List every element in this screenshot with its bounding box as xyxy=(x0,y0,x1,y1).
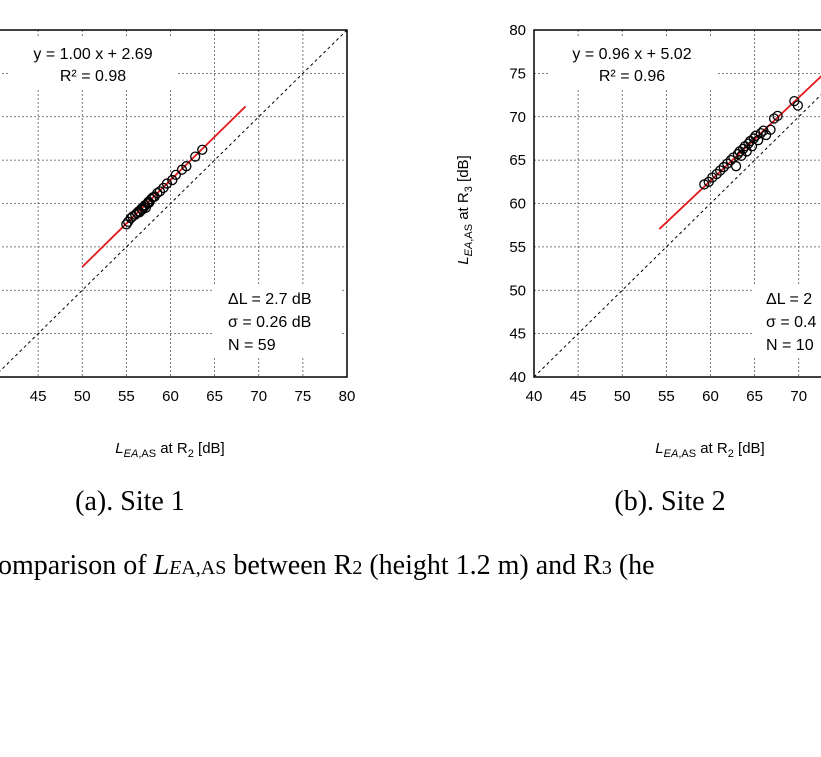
subtitle-site-1: (a). Site 1 xyxy=(75,486,185,517)
x-tick-label: 65 xyxy=(746,388,763,405)
x-tick-label: 80 xyxy=(339,388,356,405)
data-point xyxy=(768,113,780,124)
identity-line-site-1 xyxy=(0,30,347,372)
y-tick-label: 60 xyxy=(509,196,526,213)
figure-caption: omparison of LEA,AS between R2 (height 1… xyxy=(0,550,655,581)
x-axis-label-site-2: LEA,AS at R2 [dB] xyxy=(655,440,764,460)
r2-site-2: R² = 0.96 xyxy=(599,68,665,85)
x-tick-label: 45 xyxy=(570,388,587,405)
n-site-1: N = 59 xyxy=(228,337,276,354)
data-point xyxy=(711,168,722,180)
data-point xyxy=(190,151,201,162)
data-point xyxy=(753,135,764,146)
stats-box-site-2 xyxy=(752,284,821,358)
x-tick-label: 55 xyxy=(118,388,135,405)
x-tick-label: 50 xyxy=(74,388,91,405)
x-tick-label: 60 xyxy=(702,388,719,405)
plot-frame-site-2 xyxy=(533,29,821,378)
x-tick-label: 55 xyxy=(658,388,675,405)
delta-l-site-1: ΔL = 2.7 dB xyxy=(228,291,311,308)
data-point xyxy=(161,178,173,189)
x-tick-label: 60 xyxy=(162,388,179,405)
panel-site-2: 40 45 50 55 60 65 70 40 45 50 55 60 65 70 75 80 y = 0.… xyxy=(455,22,821,517)
subtitle-site-2: (b). Site 2 xyxy=(614,486,725,517)
data-point xyxy=(154,186,166,197)
sigma-site-1: σ = 0.26 dB xyxy=(228,314,311,331)
x-tick-label: 75 xyxy=(295,388,312,405)
y-ticks-site-2: 40 45 50 55 60 65 70 75 80 xyxy=(509,22,526,386)
x-tick-label: 70 xyxy=(250,388,267,405)
y-tick-label: 65 xyxy=(509,152,526,169)
data-point xyxy=(745,135,756,147)
data-point xyxy=(715,165,726,176)
data-point xyxy=(167,174,178,186)
plot-frame-site-1 xyxy=(0,29,348,378)
x-tick-label: 45 xyxy=(30,388,47,405)
n-site-2: N = 10 xyxy=(766,337,814,354)
data-point xyxy=(725,154,736,166)
data-point xyxy=(748,133,759,144)
y-tick-label: 40 xyxy=(509,369,526,386)
y-tick-label: 80 xyxy=(509,22,526,39)
identity-line-site-2 xyxy=(534,94,821,377)
equation-box-site-2 xyxy=(548,38,718,90)
data-point xyxy=(152,187,163,199)
y-tick-label: 45 xyxy=(509,326,526,343)
data-point xyxy=(792,100,804,111)
data-point xyxy=(145,194,157,205)
equation-box-site-1 xyxy=(8,38,178,90)
data-point xyxy=(149,191,160,202)
x-tick-label: 50 xyxy=(614,388,631,405)
delta-l-site-2: ΔL = 2 xyxy=(766,291,812,308)
points-site-2 xyxy=(699,95,804,190)
data-point xyxy=(739,141,751,152)
r2-site-1: R² = 0.98 xyxy=(60,68,126,85)
points-site-1 xyxy=(121,144,208,230)
data-point xyxy=(755,128,766,139)
x-axis-label-site-1: LEA,AS at R2 [dB] xyxy=(115,440,224,460)
x-tick-label: 65 xyxy=(206,388,223,405)
y-tick-label: 75 xyxy=(509,65,526,82)
equation-site-1: y = 1.00 x + 2.69 xyxy=(33,46,152,63)
equation-site-2: y = 0.96 x + 5.02 xyxy=(572,46,691,63)
x-tick-label: 70 xyxy=(790,388,807,405)
y-axis-label-site-2: LEA,AS at R3 [dB] xyxy=(455,155,475,264)
y-tick-label: 50 xyxy=(509,282,526,299)
x-tick-label: 40 xyxy=(526,388,543,405)
data-point xyxy=(741,146,752,157)
data-point xyxy=(743,138,754,149)
data-point xyxy=(746,141,758,152)
data-point xyxy=(136,203,147,214)
data-point xyxy=(730,161,742,172)
sigma-site-2: σ = 0.4 xyxy=(766,314,816,331)
data-point xyxy=(181,161,192,172)
stats-box-site-1 xyxy=(214,284,342,358)
y-tick-label: 55 xyxy=(509,239,526,256)
data-point xyxy=(170,169,181,181)
data-point xyxy=(718,161,729,173)
fit-line-site-2 xyxy=(658,75,821,230)
data-point xyxy=(772,110,783,122)
x-ticks-site-2: 40 45 50 55 60 65 70 xyxy=(526,388,807,405)
data-point xyxy=(765,124,776,135)
data-point xyxy=(197,144,208,155)
y-tick-label: 70 xyxy=(509,109,526,126)
